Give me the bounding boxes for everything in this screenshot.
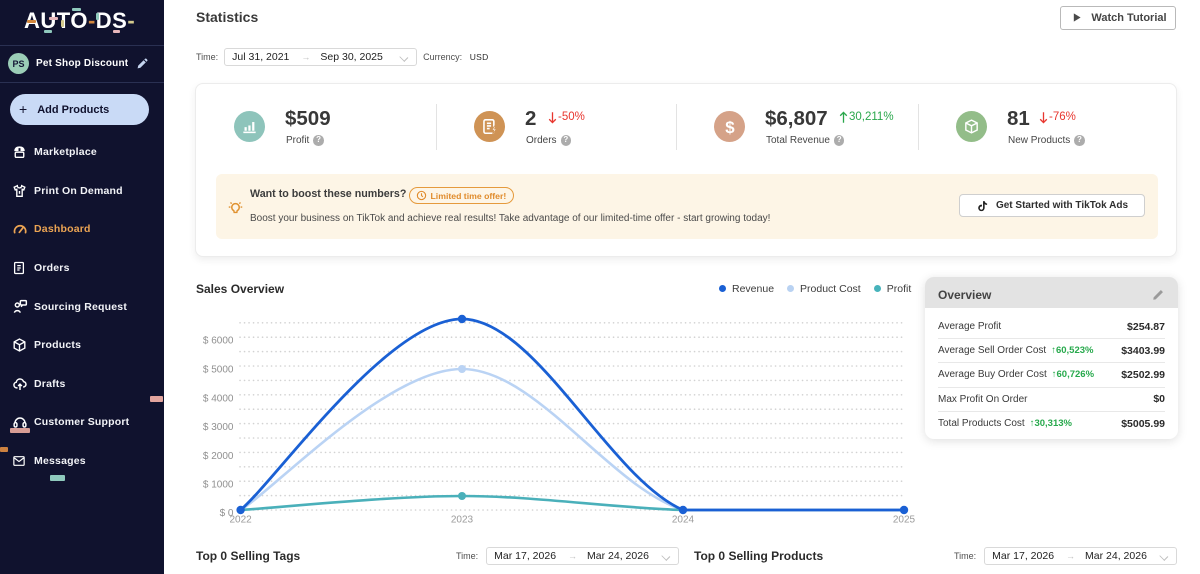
svg-text:$: $ bbox=[725, 118, 735, 136]
svg-text:$ 3000: $ 3000 bbox=[203, 422, 234, 433]
svg-text:$ 0: $ 0 bbox=[220, 508, 234, 519]
svg-text:$ 4000: $ 4000 bbox=[203, 393, 234, 404]
svg-text:2022: 2022 bbox=[229, 515, 252, 526]
svg-text:2025: 2025 bbox=[893, 515, 916, 526]
svg-text:2023: 2023 bbox=[451, 515, 474, 526]
svg-text:2024: 2024 bbox=[672, 515, 695, 526]
svg-text:$ 5000: $ 5000 bbox=[203, 365, 234, 376]
svg-text:$ 6000: $ 6000 bbox=[203, 336, 234, 347]
svg-text:$ 1000: $ 1000 bbox=[203, 480, 234, 491]
svg-text:$ 2000: $ 2000 bbox=[203, 451, 234, 462]
